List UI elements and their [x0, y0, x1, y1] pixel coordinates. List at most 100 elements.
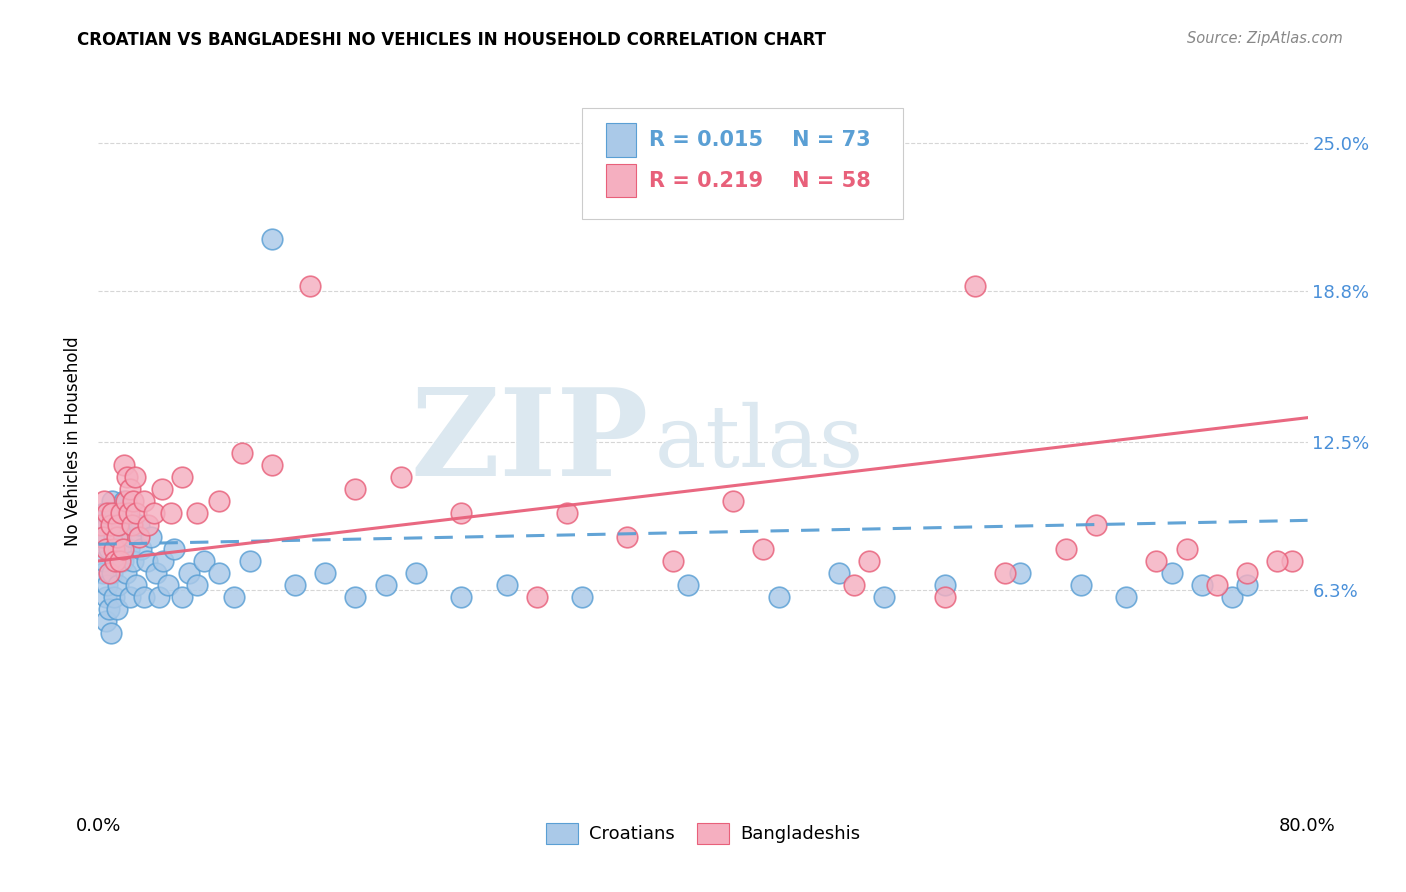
Point — [1054, 541, 1077, 556]
Point — [239, 554, 262, 568]
Point — [179, 566, 201, 580]
Point — [141, 530, 163, 544]
Point — [1010, 566, 1032, 580]
Point — [91, 566, 114, 580]
Point — [1191, 578, 1213, 592]
Point — [120, 483, 142, 497]
Point — [193, 554, 215, 568]
Point — [107, 578, 129, 592]
Y-axis label: No Vehicles in Household: No Vehicles in Household — [65, 336, 83, 547]
Point — [450, 506, 472, 520]
Point — [148, 590, 170, 604]
Point — [1236, 578, 1258, 592]
Point — [129, 541, 152, 556]
Point — [1085, 518, 1108, 533]
Point — [994, 566, 1017, 580]
Point — [108, 554, 131, 568]
Point — [104, 554, 127, 568]
Point — [104, 506, 127, 520]
Point — [160, 506, 183, 520]
Point — [105, 530, 128, 544]
Point — [100, 625, 122, 640]
Point — [115, 506, 138, 520]
Point — [186, 578, 208, 592]
Point — [1070, 578, 1092, 592]
Point — [100, 506, 122, 520]
Point — [93, 494, 115, 508]
Point — [91, 530, 114, 544]
Point — [262, 458, 284, 473]
Point — [111, 554, 134, 568]
Point — [124, 470, 146, 484]
Point — [1236, 566, 1258, 580]
Point — [374, 578, 396, 592]
Point — [1115, 590, 1137, 604]
Point — [112, 494, 135, 508]
Point — [152, 554, 174, 568]
Point — [344, 590, 367, 604]
Text: R = 0.219    N = 58: R = 0.219 N = 58 — [648, 171, 870, 191]
Point — [103, 590, 125, 604]
Point — [828, 566, 851, 580]
Point — [314, 566, 336, 580]
Point — [132, 590, 155, 604]
Legend: Croatians, Bangladeshis: Croatians, Bangladeshis — [538, 815, 868, 851]
Point — [163, 541, 186, 556]
Point — [125, 578, 148, 592]
Point — [934, 578, 956, 592]
Text: atlas: atlas — [655, 401, 863, 484]
Point — [107, 541, 129, 556]
Point — [495, 578, 517, 592]
Point — [104, 554, 127, 568]
Point — [150, 483, 173, 497]
Point — [170, 470, 193, 484]
Point — [208, 494, 231, 508]
Point — [94, 614, 117, 628]
Point — [110, 506, 132, 520]
Point — [262, 231, 284, 245]
Text: CROATIAN VS BANGLADESHI NO VEHICLES IN HOUSEHOLD CORRELATION CHART: CROATIAN VS BANGLADESHI NO VEHICLES IN H… — [77, 31, 827, 49]
Point — [105, 518, 128, 533]
Point — [111, 541, 134, 556]
Point — [1175, 541, 1198, 556]
Point — [224, 590, 246, 604]
Text: ZIP: ZIP — [411, 383, 648, 500]
Point — [93, 554, 115, 568]
Point — [122, 494, 145, 508]
Point — [135, 554, 157, 568]
Point — [115, 470, 138, 484]
Point — [103, 541, 125, 556]
Point — [98, 566, 121, 580]
Point — [752, 541, 775, 556]
Point — [156, 578, 179, 592]
Point — [91, 518, 114, 533]
Point — [170, 590, 193, 604]
Point — [121, 518, 143, 533]
Point — [110, 518, 132, 533]
Text: Source: ZipAtlas.com: Source: ZipAtlas.com — [1187, 31, 1343, 46]
Point — [344, 483, 367, 497]
Point — [112, 458, 135, 473]
Point — [98, 541, 121, 556]
Point — [186, 506, 208, 520]
Point — [120, 590, 142, 604]
Point — [90, 530, 112, 544]
Point — [103, 530, 125, 544]
Point — [1220, 590, 1243, 604]
Point — [100, 518, 122, 533]
Point — [105, 601, 128, 615]
Point — [93, 506, 115, 520]
Point — [661, 554, 683, 568]
Text: R = 0.015    N = 73: R = 0.015 N = 73 — [648, 130, 870, 150]
Point — [96, 578, 118, 592]
Point — [965, 279, 987, 293]
Point — [108, 530, 131, 544]
Point — [723, 494, 745, 508]
Point — [101, 506, 124, 520]
Point — [571, 590, 593, 604]
Bar — [606, 164, 637, 197]
Point — [114, 566, 136, 580]
Point — [768, 590, 790, 604]
Point — [118, 541, 141, 556]
Point — [122, 554, 145, 568]
